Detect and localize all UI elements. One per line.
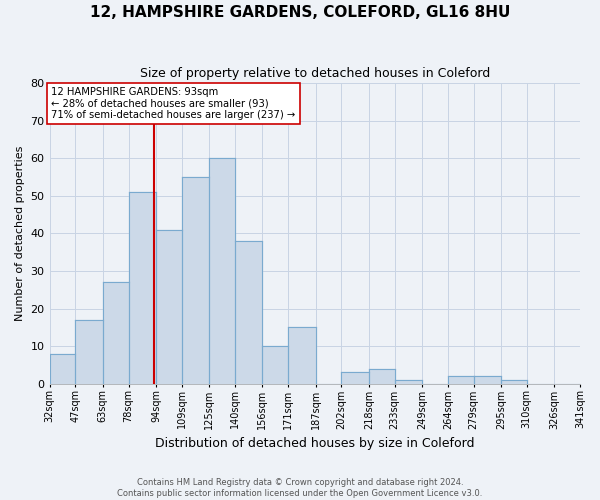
Y-axis label: Number of detached properties: Number of detached properties — [15, 146, 25, 321]
Text: 12 HAMPSHIRE GARDENS: 93sqm
← 28% of detached houses are smaller (93)
71% of sem: 12 HAMPSHIRE GARDENS: 93sqm ← 28% of det… — [51, 87, 296, 120]
Title: Size of property relative to detached houses in Coleford: Size of property relative to detached ho… — [140, 68, 490, 80]
X-axis label: Distribution of detached houses by size in Coleford: Distribution of detached houses by size … — [155, 437, 475, 450]
Text: 12, HAMPSHIRE GARDENS, COLEFORD, GL16 8HU: 12, HAMPSHIRE GARDENS, COLEFORD, GL16 8H… — [90, 5, 510, 20]
Text: Contains HM Land Registry data © Crown copyright and database right 2024.
Contai: Contains HM Land Registry data © Crown c… — [118, 478, 482, 498]
